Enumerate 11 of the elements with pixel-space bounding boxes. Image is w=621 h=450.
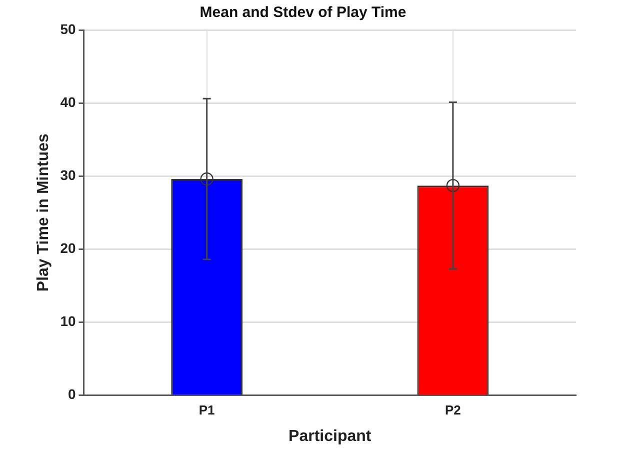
chart-title: Mean and Stdev of Play Time: [200, 4, 406, 22]
y-axis-title: Play Time in Mintues: [35, 134, 52, 292]
x-axis-title: Participant: [288, 428, 372, 445]
x-tick-label: P1: [198, 402, 215, 418]
y-tick-label: 40: [60, 94, 76, 110]
y-tick-label: 30: [60, 166, 76, 183]
y-tick-label: 10: [60, 313, 76, 330]
x-tick-label: P2: [444, 402, 461, 418]
y-tick-label: 50: [60, 20, 76, 37]
y-tick-label: 20: [60, 240, 76, 256]
y-tick-label: 0: [68, 386, 76, 402]
